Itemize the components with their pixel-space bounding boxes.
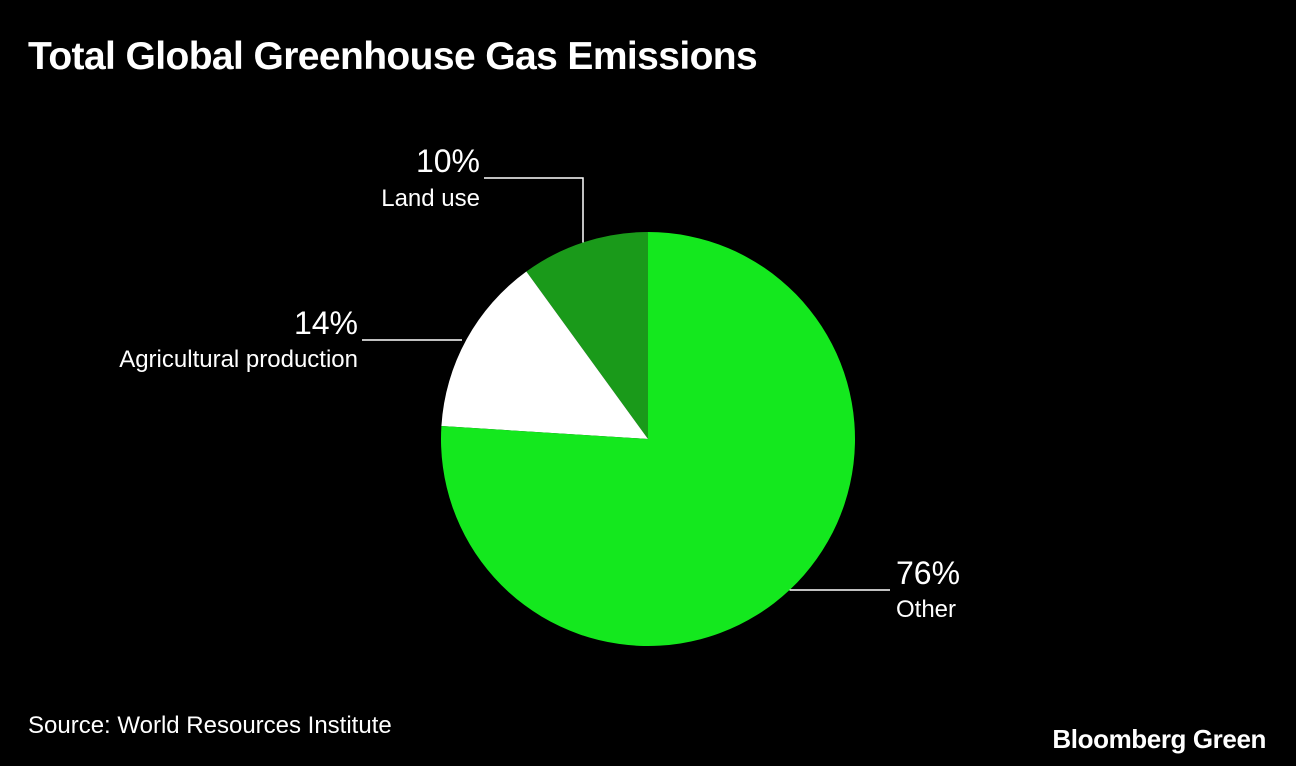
pie-slice-other: [441, 232, 856, 646]
source-note: Source: World Resources Institute: [28, 712, 392, 739]
slice-value-label: 10%: [416, 143, 480, 179]
slice-category-label: Other: [896, 596, 956, 623]
slice-category-label: Land use: [381, 185, 480, 212]
brand-logo: Bloomberg Green: [1052, 724, 1266, 754]
slice-value-label: 76%: [896, 555, 960, 591]
pie-slice-land-use: [526, 232, 648, 439]
leader-line-land-use: [484, 177, 584, 243]
pie-slice-agricultural-production: [441, 271, 648, 439]
chart-title: Total Global Greenhouse Gas Emissions: [28, 35, 758, 78]
slice-category-label: Agricultural production: [119, 346, 358, 373]
slice-value-label: 14%: [294, 305, 358, 341]
